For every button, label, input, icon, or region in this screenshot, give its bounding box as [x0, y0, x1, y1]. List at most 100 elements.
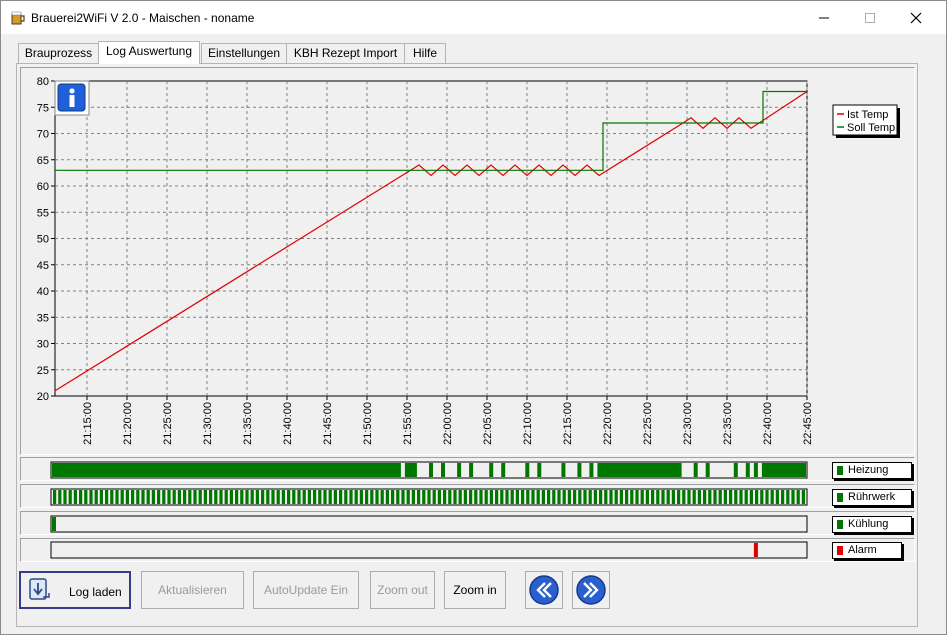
status-strips — [50, 461, 808, 559]
autoupdate-button[interactable]: AutoUpdate Ein — [253, 571, 359, 609]
strip-segment — [53, 490, 57, 504]
series-line-soll-temp — [55, 90, 807, 171]
tab-kbh-rezept-import[interactable]: KBH Rezept Import — [286, 43, 405, 63]
strip-segment — [541, 490, 545, 504]
strip-segment — [427, 490, 431, 504]
load-log-button[interactable]: Log laden — [19, 571, 131, 609]
strip-segment — [328, 490, 332, 504]
strip-segment — [796, 490, 800, 504]
strip-segment — [547, 490, 551, 504]
strip-segment — [577, 463, 582, 477]
tab-log-auswertung[interactable]: Log Auswertung — [98, 41, 200, 64]
refresh-button[interactable]: Aktualisieren — [141, 571, 244, 609]
strip-segment — [588, 490, 592, 504]
strip-segment — [495, 490, 499, 504]
y-tick-label: 20 — [37, 391, 49, 403]
y-tick-label: 70 — [37, 129, 49, 141]
strip-kuehlung — [20, 511, 915, 535]
strip-segment — [302, 490, 306, 504]
zoom-out-button[interactable]: Zoom out — [370, 571, 435, 609]
tab-einstellungen[interactable]: Einstellungen — [201, 43, 287, 63]
strip-segment — [255, 490, 259, 504]
next-button[interactable] — [572, 571, 610, 609]
strip-segment — [677, 490, 681, 504]
x-tick-label: 21:55:00 — [402, 402, 414, 445]
strip-segment — [401, 490, 405, 504]
legend-heizung: Heizung — [832, 462, 912, 479]
strip-segment — [281, 490, 285, 504]
strip-segment — [469, 463, 474, 477]
strip-segment — [115, 490, 119, 504]
x-tick-label: 22:35:00 — [722, 402, 734, 445]
strip-segment — [365, 490, 369, 504]
strip-segment — [666, 490, 670, 504]
strip-segment — [733, 463, 738, 477]
strip-segment — [229, 490, 233, 504]
strip-segment — [753, 463, 758, 477]
strip-segment — [422, 490, 426, 504]
x-tick-label: 22:15:00 — [562, 402, 574, 445]
strip-segment — [739, 490, 743, 504]
strip-segment — [375, 490, 379, 504]
maximize-icon — [865, 12, 875, 23]
legend-ruehrwerk-label: Rührwerk — [848, 491, 896, 503]
minimize-button[interactable] — [801, 1, 847, 34]
strip-segment — [510, 490, 514, 504]
strip-segment — [151, 490, 155, 504]
strip-segment — [73, 490, 77, 504]
legend-box — [832, 104, 898, 136]
x-tick-label: 21:40:00 — [282, 402, 294, 445]
strip-segment — [609, 490, 613, 504]
maximize-button[interactable] — [847, 1, 893, 34]
strip-segment — [583, 490, 587, 504]
y-tick-label: 80 — [37, 76, 49, 88]
previous-button[interactable] — [525, 571, 563, 609]
strip-track — [50, 515, 808, 533]
strip-segment — [198, 490, 202, 504]
strip-segment — [250, 490, 254, 504]
strip-segment — [105, 490, 109, 504]
x-tick-label: 22:05:00 — [482, 402, 494, 445]
strip-track — [50, 541, 808, 559]
strip-segment — [99, 490, 103, 504]
x-tick-label: 22:40:00 — [762, 402, 774, 445]
strip-segment — [791, 490, 795, 504]
double-right-arrow-icon — [576, 575, 606, 605]
strip-segment — [457, 463, 462, 477]
y-tick-label: 60 — [37, 181, 49, 193]
zoom-out-label: Zoom out — [377, 583, 428, 597]
strip-segment — [188, 490, 192, 504]
strip-segment — [625, 490, 629, 504]
strip-segment — [313, 490, 317, 504]
x-tick-label: 22:25:00 — [642, 402, 654, 445]
strip-segment — [501, 463, 506, 477]
strip-segment — [183, 490, 187, 504]
x-tick-label: 21:25:00 — [162, 402, 174, 445]
title-bar: Brauerei2WiFi V 2.0 - Maischen - noname — [1, 1, 946, 34]
close-button[interactable] — [893, 1, 939, 34]
strip-segment — [713, 490, 717, 504]
strip-segment — [89, 490, 93, 504]
strip-segment — [266, 490, 270, 504]
strip-segment — [573, 490, 577, 504]
strip-segment — [276, 490, 280, 504]
strip-segment — [209, 490, 213, 504]
strip-segment — [744, 490, 748, 504]
strip-segment — [333, 490, 337, 504]
zoom-in-button[interactable]: Zoom in — [444, 571, 506, 609]
strip-segment — [760, 490, 764, 504]
strip-segment — [354, 490, 358, 504]
strip-segment — [561, 463, 566, 477]
strip-segment — [749, 490, 753, 504]
y-tick-label: 75 — [37, 102, 49, 114]
tab-brauprozess[interactable]: Brauprozess — [18, 43, 99, 63]
y-tick-label: 35 — [37, 312, 49, 324]
strip-segment — [219, 490, 223, 504]
y-tick-label: 45 — [37, 260, 49, 272]
strip-segment — [604, 490, 608, 504]
strip-segment — [500, 490, 504, 504]
strip-segment — [567, 490, 571, 504]
strip-segment — [141, 490, 145, 504]
tab-hilfe[interactable]: Hilfe — [404, 43, 446, 63]
y-tick-label: 65 — [37, 155, 49, 167]
